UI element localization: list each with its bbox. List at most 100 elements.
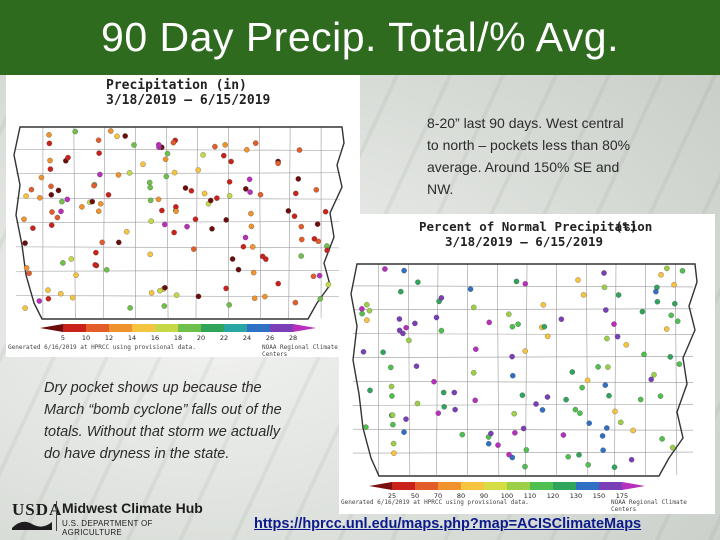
station-dot bbox=[26, 270, 32, 277]
scale-segment bbox=[369, 482, 392, 490]
station-dot bbox=[359, 310, 365, 317]
station-dot bbox=[226, 302, 232, 308]
station-dot bbox=[391, 450, 397, 456]
scale-segment bbox=[178, 324, 201, 332]
station-dot bbox=[663, 326, 670, 332]
station-dot bbox=[579, 384, 585, 391]
station-dot bbox=[485, 440, 492, 447]
station-dot bbox=[654, 298, 661, 305]
station-dot bbox=[89, 198, 96, 205]
station-dot bbox=[413, 363, 420, 369]
station-dot bbox=[367, 387, 373, 394]
station-dot bbox=[438, 295, 445, 301]
color-scale-bar: 25 50 70 80 90 100 110 120 130 150 175 bbox=[369, 482, 645, 500]
station-dot bbox=[23, 265, 30, 271]
station-dot bbox=[147, 197, 154, 204]
station-dot bbox=[310, 273, 317, 280]
station-dots bbox=[359, 265, 686, 470]
station-dot bbox=[451, 389, 458, 396]
county-line bbox=[15, 246, 341, 249]
station-dot bbox=[314, 221, 321, 227]
station-dot bbox=[325, 281, 332, 288]
station-dot bbox=[248, 210, 254, 217]
county-grid bbox=[352, 263, 694, 476]
station-dot bbox=[148, 218, 154, 224]
station-dot bbox=[506, 451, 512, 458]
station-dot bbox=[435, 410, 442, 416]
map-title-units: (%) bbox=[615, 219, 638, 234]
station-dot bbox=[191, 246, 197, 252]
station-dot bbox=[671, 281, 677, 288]
map-date-range: 3/18/2019 – 6/15/2019 bbox=[445, 234, 604, 249]
station-dot bbox=[59, 198, 65, 205]
station-dot bbox=[201, 190, 208, 197]
station-dot bbox=[22, 240, 28, 246]
station-dot bbox=[664, 265, 670, 272]
station-dot bbox=[669, 444, 676, 451]
precipitation-color-scale: 5 10 12 14 16 18 20 22 24 26 28 bbox=[40, 324, 330, 347]
scale-segment bbox=[392, 482, 415, 490]
station-dot bbox=[452, 406, 458, 413]
station-dot bbox=[380, 349, 386, 355]
acis-climate-maps-link[interactable]: https://hprcc.unl.edu/maps.php?map=ACISC… bbox=[254, 516, 642, 532]
station-dot bbox=[396, 327, 403, 334]
station-dot bbox=[611, 464, 618, 470]
station-dot bbox=[575, 277, 581, 283]
department-name: U.S. DEPARTMENT OF AGRICULTURE bbox=[62, 519, 153, 537]
station-dot bbox=[641, 351, 647, 358]
station-dot bbox=[93, 249, 99, 256]
station-dot bbox=[37, 195, 43, 201]
station-dot bbox=[511, 410, 517, 417]
station-dot bbox=[155, 141, 162, 148]
scale-tick-label: 90 bbox=[480, 492, 488, 500]
station-dot bbox=[157, 287, 163, 294]
station-dot bbox=[195, 167, 201, 173]
station-dot bbox=[360, 349, 367, 355]
usda-landscape-icon bbox=[12, 521, 52, 530]
county-line bbox=[352, 285, 694, 288]
station-dot bbox=[576, 452, 582, 458]
station-dot bbox=[58, 290, 64, 297]
station-dot bbox=[171, 229, 177, 236]
station-dot bbox=[515, 321, 521, 327]
station-dot bbox=[389, 412, 396, 418]
scale-segment bbox=[438, 482, 461, 490]
scale-tick-label: 20 bbox=[197, 334, 205, 342]
scale-segment bbox=[40, 324, 63, 332]
station-dot bbox=[364, 301, 370, 308]
station-dot bbox=[91, 182, 97, 189]
station-dot bbox=[540, 302, 547, 308]
map-footer-source: NOAA Regional Climate Centers bbox=[611, 499, 687, 513]
scale-tick-label: 80 bbox=[457, 492, 465, 500]
station-dot bbox=[275, 160, 281, 167]
station-dot bbox=[637, 396, 644, 403]
station-dot bbox=[45, 287, 51, 293]
county-line bbox=[195, 126, 198, 319]
station-dot bbox=[603, 307, 609, 313]
station-dot bbox=[403, 416, 409, 422]
station-dot bbox=[252, 140, 259, 146]
scale-tick-label: 120 bbox=[547, 492, 559, 500]
station-dot bbox=[262, 293, 268, 300]
county-grid bbox=[15, 126, 341, 319]
station-dot bbox=[221, 152, 227, 159]
note-precip-summary: 8-20” last 90 days. West central to nort… bbox=[427, 115, 631, 197]
station-dot bbox=[192, 216, 199, 222]
station-dot bbox=[242, 234, 249, 241]
station-dot bbox=[544, 394, 551, 400]
station-dot bbox=[658, 272, 664, 278]
station-dot bbox=[200, 152, 206, 158]
station-dot bbox=[96, 150, 102, 156]
scale-segment bbox=[553, 482, 576, 490]
station-dot bbox=[509, 323, 516, 330]
station-dot bbox=[539, 407, 546, 413]
station-dot bbox=[116, 239, 122, 246]
station-dot bbox=[173, 292, 180, 298]
station-dot bbox=[406, 337, 412, 344]
station-dot bbox=[315, 238, 322, 245]
station-dot bbox=[615, 292, 622, 298]
map-footer-source: NOAA Regional Climate Centers bbox=[262, 344, 338, 358]
station-dot bbox=[73, 272, 79, 278]
station-dot bbox=[533, 401, 539, 407]
title-bar: 90 Day Precip. Total/% Avg. bbox=[0, 0, 720, 75]
